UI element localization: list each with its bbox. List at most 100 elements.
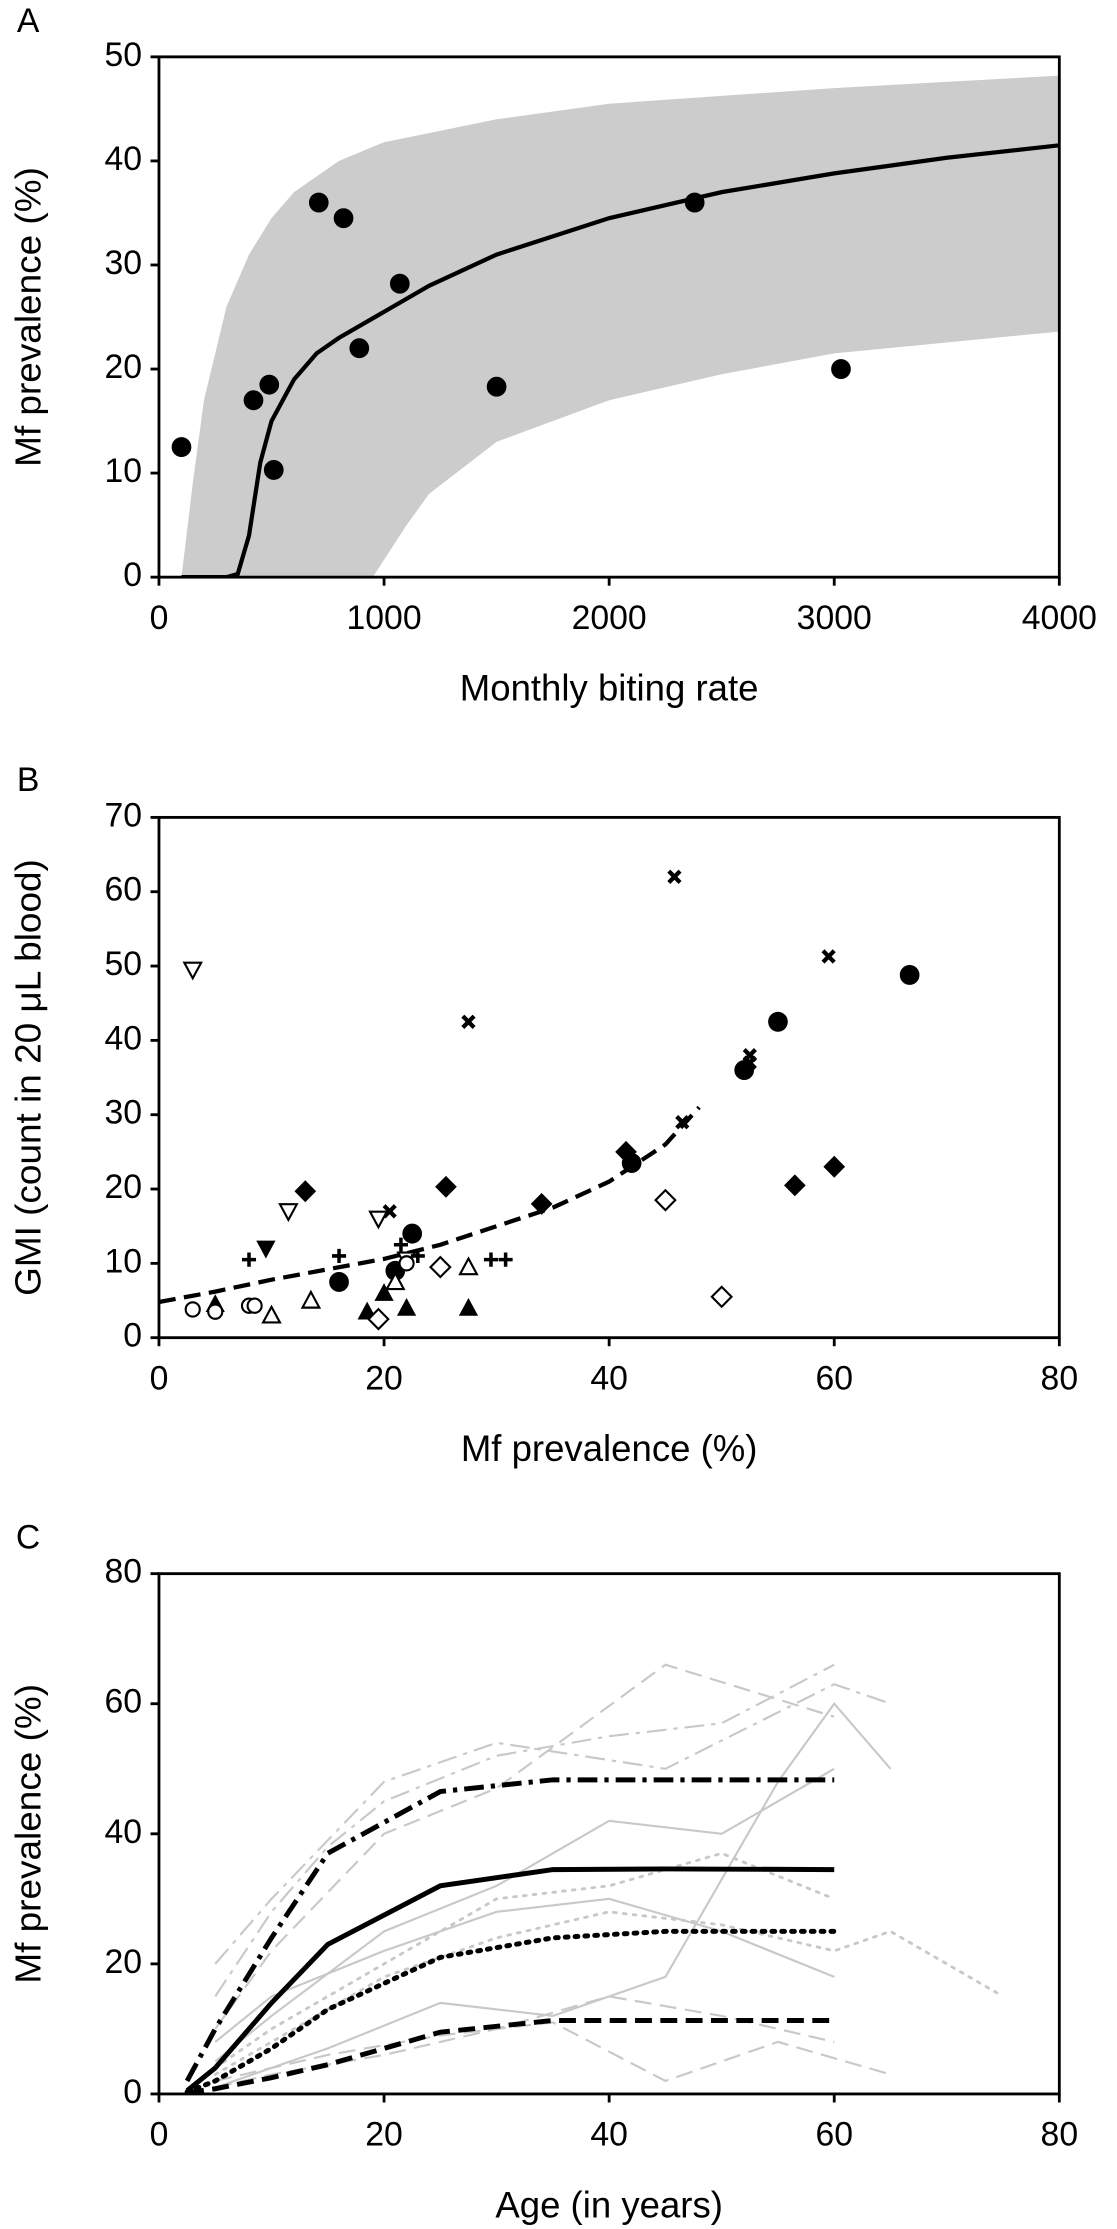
x-tick-label: 0 (150, 599, 169, 637)
point (530, 1192, 553, 1215)
point (329, 1271, 349, 1292)
x-tick-label: 4000 (1022, 599, 1097, 637)
point (398, 1255, 415, 1272)
panel-label: A (17, 2, 40, 40)
x-tick-label: 40 (590, 1359, 628, 1397)
point (823, 1155, 846, 1178)
point (246, 1297, 263, 1314)
y-tick-label: 60 (105, 1683, 143, 1721)
x-tick-label: 3000 (797, 599, 872, 637)
panel-label: C (16, 1518, 40, 1556)
point (784, 1174, 806, 1197)
line (158, 1105, 701, 1305)
x-axis-title: Age (in years) (495, 2184, 723, 2225)
point (333, 208, 354, 229)
point (368, 1210, 389, 1230)
point (385, 1271, 406, 1291)
y-tick-label: 50 (105, 945, 143, 983)
point (243, 390, 264, 411)
x-tick-label: 60 (815, 2115, 853, 2153)
point (294, 1180, 317, 1203)
band-lower-edge (372, 331, 1060, 578)
x-tick-label: 2000 (572, 599, 647, 637)
point (367, 1307, 390, 1331)
point (675, 1114, 690, 1130)
y-tick-label: 70 (105, 796, 143, 834)
panel-label: B (17, 761, 40, 799)
point (256, 1240, 276, 1259)
point (742, 1055, 757, 1070)
y-tick-label: 10 (105, 1242, 143, 1280)
y-tick-label: 40 (105, 1813, 143, 1851)
x-tick-label: 20 (365, 1359, 403, 1397)
line (185, 1866, 835, 2093)
line (214, 1683, 891, 1965)
point (486, 376, 507, 397)
line (181, 143, 1060, 578)
point (461, 1014, 476, 1029)
point (389, 273, 410, 294)
line (213, 1851, 836, 2070)
point (241, 1252, 257, 1267)
x-tick-label: 0 (150, 1359, 169, 1397)
plot (158, 1105, 701, 1305)
x-axis-title: Monthly biting rate (460, 667, 759, 708)
point (667, 869, 682, 885)
y-tick-label: 50 (105, 36, 143, 74)
y-axis-title: GMI (count in 20 μL blood) (8, 859, 49, 1296)
x-tick-label: 80 (1041, 2115, 1079, 2153)
point (207, 1303, 224, 1320)
y-tick-label: 0 (123, 556, 142, 594)
plot (184, 1663, 1005, 2094)
x-tick-label: 0 (150, 2115, 169, 2153)
y-axis-title: Mf prevalence (%) (8, 1684, 49, 1984)
point (899, 965, 920, 985)
x-tick-label: 20 (365, 2115, 403, 2153)
point (396, 1297, 417, 1316)
y-tick-label: 0 (123, 1317, 142, 1355)
y-tick-label: 30 (105, 1094, 143, 1132)
point (458, 1297, 479, 1316)
point (349, 338, 370, 359)
plot-frame (157, 815, 1061, 1340)
line (186, 2017, 835, 2094)
point (768, 1011, 788, 1032)
point (374, 1283, 394, 1301)
point (435, 1175, 457, 1198)
line (214, 1663, 835, 2030)
y-tick-label: 40 (105, 1019, 143, 1057)
point (263, 460, 284, 480)
point (654, 1188, 677, 1212)
line (214, 1767, 835, 2063)
line (184, 1777, 835, 2083)
x-tick-label: 1000 (347, 599, 422, 637)
point (615, 1140, 637, 1163)
point (259, 374, 280, 395)
y-axis-title: Mf prevalence (%) (8, 167, 49, 467)
point (184, 1301, 201, 1318)
point (684, 192, 705, 213)
point (821, 949, 836, 964)
y-tick-label: 60 (105, 871, 143, 909)
line (215, 1995, 835, 2089)
line (214, 1663, 835, 1997)
plot-frame (157, 1572, 1061, 2096)
plot (181, 75, 1060, 578)
point (458, 1256, 479, 1276)
point (300, 1289, 322, 1309)
line (184, 1928, 837, 2094)
y-tick-label: 30 (105, 244, 143, 282)
x-tick-label: 60 (815, 1359, 853, 1397)
y-tick-label: 20 (105, 1943, 143, 1981)
point (410, 1248, 425, 1264)
y-tick-label: 80 (105, 1553, 143, 1591)
y-tick-label: 40 (105, 140, 143, 178)
line (215, 2021, 891, 2083)
point (710, 1285, 734, 1309)
x-axis-title: Mf prevalence (%) (461, 1428, 758, 1469)
line (214, 1702, 892, 2089)
point (182, 961, 203, 981)
point (402, 1223, 423, 1244)
